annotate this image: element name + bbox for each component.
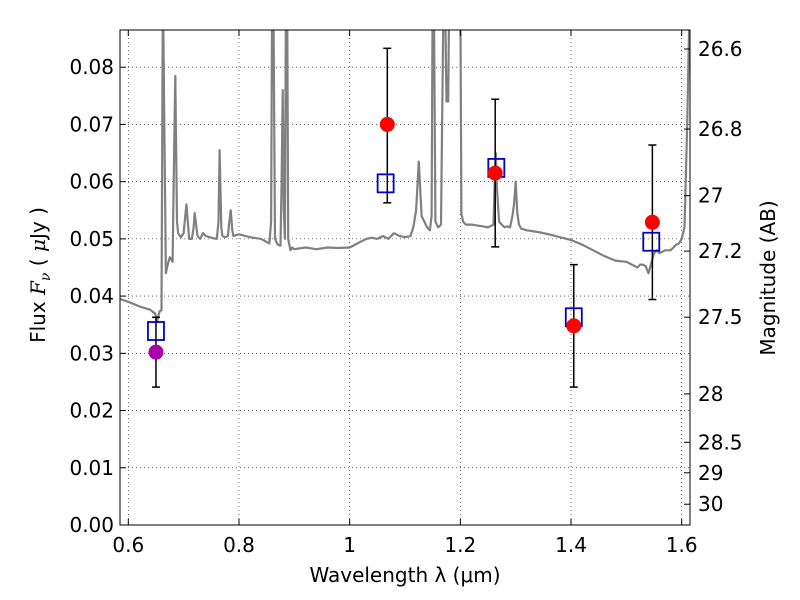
- y2-tick-label: 26.6: [698, 37, 743, 61]
- y-tick-label: 0.08: [69, 55, 114, 79]
- y2-tick-label: 27.2: [698, 239, 743, 263]
- y-tick-label: 0.00: [69, 513, 114, 537]
- x-tick-label: 1.2: [444, 533, 476, 557]
- y-axis-title-mu: μ: [26, 239, 50, 252]
- y-tick-label: 0.03: [69, 341, 114, 365]
- y-tick-label: 0.01: [69, 456, 114, 480]
- x-tick-label: 1.6: [666, 533, 698, 557]
- y2-tick-label: 29: [698, 461, 723, 485]
- x-axis-title: Wavelength λ (μm): [309, 563, 500, 587]
- y2-tick-label: 28: [698, 382, 723, 406]
- x-tick-label: 0.6: [112, 533, 144, 557]
- y2-tick-label: 30: [698, 492, 723, 516]
- model-photometry-square: [147, 321, 165, 341]
- model-photometry-square: [376, 173, 395, 194]
- y2-tick-label: 28.5: [698, 430, 743, 454]
- observed-flux-point: [566, 318, 582, 334]
- model-photometry-square: [642, 231, 661, 252]
- y-tick-label: 0.04: [69, 284, 114, 308]
- plot-frame: [119, 29, 691, 526]
- model-spectrum-line: [120, 30, 690, 323]
- x-tick-label: 1: [343, 533, 356, 557]
- y-axis-title-f: F: [26, 280, 50, 296]
- x-tick-label: 0.8: [223, 533, 255, 557]
- data-layer: [120, 30, 690, 323]
- y2-tick-label: 27.5: [698, 305, 743, 329]
- y2-tick-label: 27: [698, 184, 723, 208]
- y-axis-title-flux: Flux: [26, 295, 50, 343]
- observed-flux-point: [487, 165, 503, 181]
- y-axis-title-unit: Jy ): [26, 207, 50, 241]
- y-tick-label: 0.05: [69, 227, 114, 251]
- observed-flux-point: [379, 116, 395, 132]
- y-axis-title: Flux Fν ( μJy ): [26, 207, 54, 343]
- ticks: 0.6 0.8 1 1.2 1.4 1.6 0.00 0.01 0.02 0.03 0.04 0.05…: [69, 30, 743, 557]
- y-axis-title-nu: ν: [38, 272, 54, 281]
- y-tick-label: 0.07: [69, 112, 114, 136]
- points-layer: [147, 47, 661, 388]
- y2-tick-label: 26.8: [698, 117, 743, 141]
- plot-background: [120, 30, 690, 525]
- x-tick-label: 1.4: [555, 533, 587, 557]
- observed-flux-point: [148, 344, 164, 360]
- y2-axis-title: Magnitude (AB): [756, 200, 780, 355]
- y-tick-label: 0.02: [69, 399, 114, 423]
- observed-flux-point: [644, 214, 660, 230]
- y-axis-title-open: (: [26, 252, 50, 273]
- y-tick-label: 0.06: [69, 170, 114, 194]
